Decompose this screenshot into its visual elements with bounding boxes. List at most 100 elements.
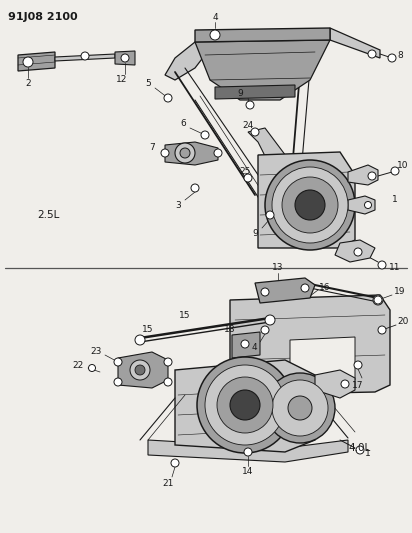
Circle shape — [164, 94, 172, 102]
Text: 2: 2 — [25, 78, 31, 87]
Circle shape — [214, 149, 222, 157]
Circle shape — [266, 211, 274, 219]
Polygon shape — [232, 332, 260, 358]
Circle shape — [388, 54, 396, 62]
Text: 21: 21 — [162, 480, 174, 489]
Circle shape — [378, 261, 386, 269]
Text: 15: 15 — [179, 311, 191, 319]
Circle shape — [23, 57, 33, 67]
Text: 1: 1 — [392, 196, 398, 205]
Polygon shape — [258, 152, 355, 248]
Circle shape — [197, 357, 293, 453]
Text: 11: 11 — [389, 263, 401, 272]
Circle shape — [246, 101, 254, 109]
Circle shape — [365, 201, 372, 208]
Circle shape — [354, 248, 362, 256]
Polygon shape — [348, 196, 375, 214]
Text: 5: 5 — [145, 79, 151, 88]
Circle shape — [272, 380, 328, 436]
Text: 2.5L: 2.5L — [37, 210, 59, 220]
Text: 12: 12 — [116, 76, 128, 85]
Polygon shape — [255, 278, 315, 303]
Polygon shape — [165, 142, 218, 165]
Circle shape — [114, 358, 122, 366]
Circle shape — [241, 340, 249, 348]
Polygon shape — [165, 42, 205, 80]
Polygon shape — [290, 337, 355, 383]
Circle shape — [205, 365, 285, 445]
Circle shape — [175, 143, 195, 163]
Text: 8: 8 — [397, 51, 403, 60]
Text: 16: 16 — [319, 282, 331, 292]
Polygon shape — [230, 295, 390, 395]
Text: 91J08 2100: 91J08 2100 — [8, 12, 77, 22]
Text: 24: 24 — [242, 122, 254, 131]
Circle shape — [81, 52, 89, 60]
Circle shape — [164, 358, 172, 366]
Polygon shape — [175, 360, 315, 452]
Circle shape — [191, 184, 199, 192]
Circle shape — [244, 174, 252, 182]
Circle shape — [295, 190, 325, 220]
Circle shape — [378, 326, 386, 334]
Text: 20: 20 — [397, 318, 409, 327]
Text: 18: 18 — [224, 326, 236, 335]
Text: 9: 9 — [237, 88, 243, 98]
Circle shape — [251, 128, 259, 136]
Text: 14: 14 — [242, 467, 254, 477]
Text: 4: 4 — [212, 12, 218, 21]
Polygon shape — [148, 440, 348, 462]
Polygon shape — [248, 128, 295, 182]
Circle shape — [282, 177, 338, 233]
Circle shape — [230, 390, 260, 420]
Circle shape — [368, 50, 376, 58]
Circle shape — [265, 315, 275, 325]
Circle shape — [373, 295, 383, 305]
Circle shape — [354, 361, 362, 369]
Circle shape — [301, 284, 309, 292]
Circle shape — [89, 365, 96, 372]
Text: 4.0L: 4.0L — [349, 443, 371, 453]
Text: 23: 23 — [90, 348, 102, 357]
Circle shape — [135, 365, 145, 375]
Polygon shape — [195, 28, 330, 42]
Polygon shape — [315, 370, 355, 398]
Circle shape — [130, 360, 150, 380]
Polygon shape — [215, 85, 295, 99]
Text: 3: 3 — [175, 200, 181, 209]
Text: 6: 6 — [180, 119, 186, 128]
Circle shape — [261, 288, 269, 296]
Circle shape — [391, 167, 399, 175]
Circle shape — [368, 172, 376, 180]
Circle shape — [171, 459, 179, 467]
Circle shape — [265, 373, 335, 443]
Circle shape — [217, 377, 273, 433]
Circle shape — [272, 167, 348, 243]
Circle shape — [114, 378, 122, 386]
Text: 15: 15 — [142, 326, 154, 335]
Circle shape — [374, 296, 382, 304]
Circle shape — [180, 148, 190, 158]
Polygon shape — [348, 165, 378, 185]
Circle shape — [201, 131, 209, 139]
Circle shape — [210, 30, 220, 40]
Circle shape — [265, 160, 355, 250]
Polygon shape — [335, 240, 375, 262]
Text: 4: 4 — [251, 343, 257, 352]
Polygon shape — [118, 352, 168, 388]
Circle shape — [356, 446, 364, 454]
Circle shape — [244, 448, 252, 456]
Polygon shape — [55, 54, 115, 61]
Text: 7: 7 — [149, 143, 155, 152]
Circle shape — [164, 378, 172, 386]
Text: 9: 9 — [252, 230, 258, 238]
Polygon shape — [195, 40, 330, 100]
Circle shape — [261, 326, 269, 334]
Text: 17: 17 — [352, 381, 364, 390]
Text: 19: 19 — [394, 287, 406, 296]
Circle shape — [121, 54, 129, 62]
Circle shape — [161, 149, 169, 157]
Polygon shape — [330, 28, 380, 58]
Circle shape — [135, 335, 145, 345]
Polygon shape — [115, 51, 135, 65]
